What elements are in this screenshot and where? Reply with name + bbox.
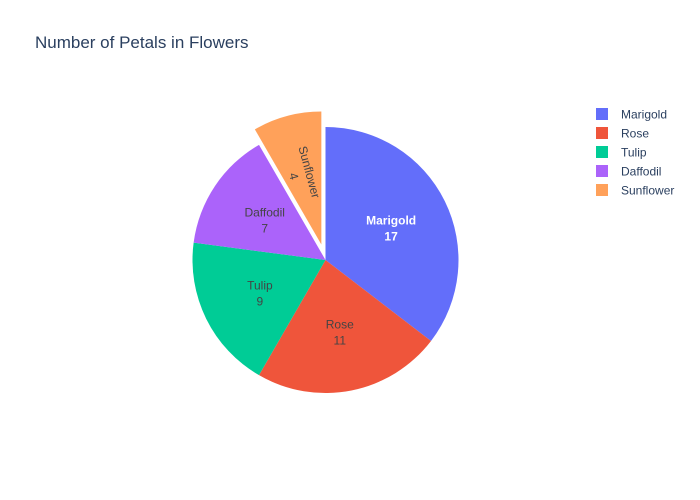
pie-label-marigold: Marigold 17 — [366, 214, 416, 244]
pie-label-name: Marigold — [366, 214, 416, 228]
pie-label-name: Daffodil — [244, 205, 284, 219]
pie-slices — [192, 111, 459, 393]
pie-label-name: Tulip — [247, 278, 273, 292]
legend-item-tulip[interactable]: Tulip — [596, 146, 647, 160]
chart-title: Number of Petals in Flowers — [35, 33, 249, 52]
legend-swatch — [596, 184, 608, 196]
pie-slice-sunflower[interactable] — [254, 111, 322, 245]
pie-label-value: 9 — [257, 294, 264, 308]
pie-label-rose: Rose 11 — [326, 318, 354, 348]
legend-swatch — [596, 108, 608, 120]
legend-swatch — [596, 146, 608, 158]
legend-item-daffodil[interactable]: Daffodil — [596, 165, 661, 179]
legend-label: Sunflower — [621, 184, 674, 198]
pie-slice-rose[interactable] — [259, 260, 432, 393]
legend-item-rose[interactable]: Rose — [596, 127, 649, 141]
legend-item-sunflower[interactable]: Sunflower — [596, 184, 674, 198]
pie-label-value: 17 — [384, 230, 398, 244]
pie-labels: Marigold17Rose11Tulip9Daffodil7Sunflower… — [244, 144, 416, 347]
legend-label: Rose — [621, 127, 649, 141]
pie-label-value: 7 — [261, 221, 268, 235]
pie-label-daffodil: Daffodil 7 — [244, 205, 284, 235]
pie-label-value: 11 — [334, 334, 347, 348]
legend-label: Tulip — [621, 146, 647, 160]
pie-label-tulip: Tulip 9 — [247, 278, 273, 308]
legend-swatch — [596, 165, 608, 177]
pie-slice-marigold[interactable] — [325, 127, 459, 341]
legend-swatch — [596, 127, 608, 139]
legend: Marigold Rose Tulip Daffodil Sunflower — [596, 108, 674, 198]
legend-label: Marigold — [621, 108, 667, 122]
pie-slice-tulip[interactable] — [192, 242, 326, 376]
pie-label-value: 4 — [286, 171, 301, 181]
legend-item-marigold[interactable]: Marigold — [596, 108, 667, 122]
pie-slice-daffodil[interactable] — [193, 144, 326, 260]
legend-label: Daffodil — [621, 165, 661, 179]
pie-label-name: Rose — [326, 318, 354, 332]
